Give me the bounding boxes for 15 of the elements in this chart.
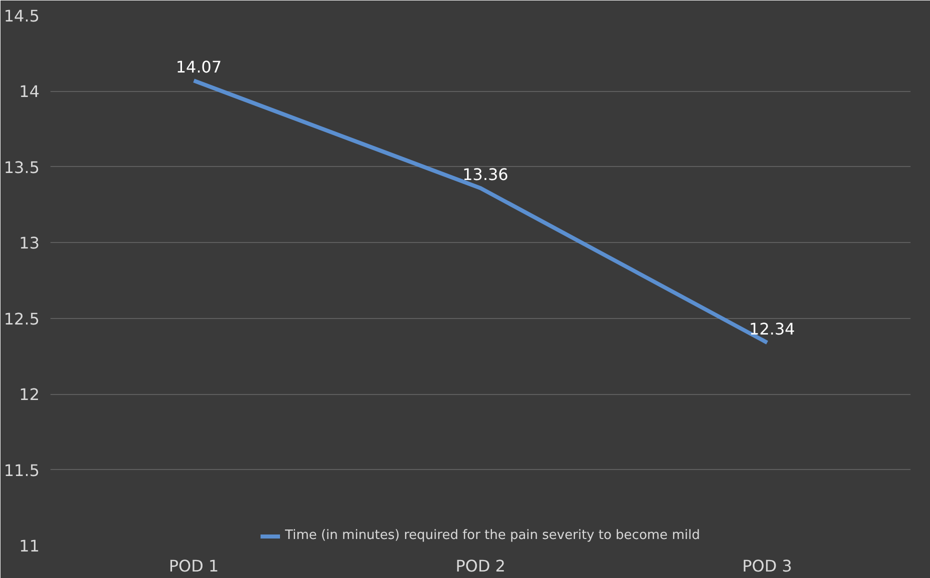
x-tick-label: POD 3 [742, 556, 792, 576]
y-tick-label: 11.5 [4, 460, 40, 480]
data-label: 13.36 [462, 165, 508, 184]
y-tick-label: 14 [19, 82, 40, 102]
x-tick-label: POD 1 [168, 556, 219, 576]
y-tick-label: 12 [19, 385, 40, 404]
y-tick-label: 14.5 [4, 6, 40, 26]
y-tick-label: 11 [19, 536, 40, 556]
y-tick-label: 13 [19, 234, 40, 253]
x-tick-label: POD 2 [456, 556, 506, 576]
data-label: 12.34 [749, 320, 795, 339]
y-tick-label: 13.5 [4, 158, 40, 177]
legend-label: Time (in minutes) required for the pain severity to become mild [285, 528, 700, 543]
data-label: 14.07 [176, 58, 222, 77]
y-tick-label: 12.5 [4, 309, 40, 328]
